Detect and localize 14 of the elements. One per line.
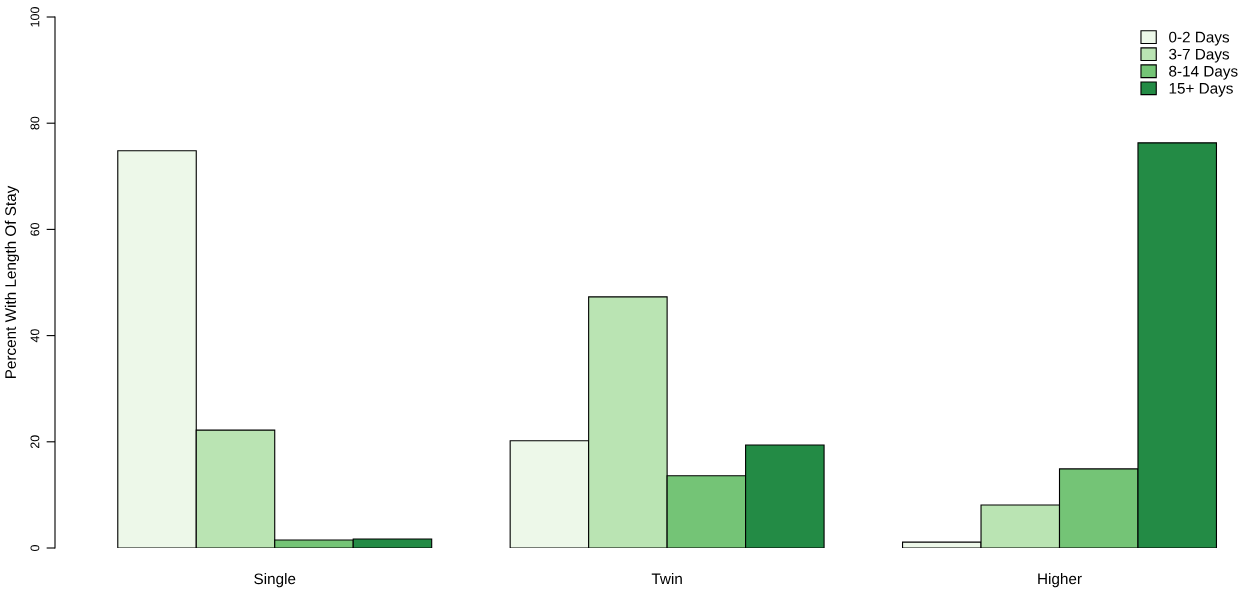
x-tick-label: Single bbox=[254, 573, 296, 588]
y-tick-label: 40 bbox=[30, 329, 40, 343]
legend-label: 0-2 Days bbox=[1169, 31, 1230, 46]
x-tick-label: Higher bbox=[1038, 573, 1082, 588]
legend-label: 8-14 Days bbox=[1169, 65, 1238, 80]
y-axis-title: Percent With Length Of Stay bbox=[4, 185, 20, 379]
y-tick-label: 0 bbox=[30, 545, 40, 551]
y-tick-label: 80 bbox=[30, 116, 40, 130]
legend-label: 3-7 Days bbox=[1169, 48, 1230, 63]
y-tick-label: 60 bbox=[30, 222, 40, 236]
legend-label: 15+ Days bbox=[1169, 83, 1233, 97]
y-tick-label: 100 bbox=[30, 7, 40, 27]
x-tick-label: Twin bbox=[651, 573, 682, 585]
y-tick-label: 20 bbox=[30, 435, 40, 449]
